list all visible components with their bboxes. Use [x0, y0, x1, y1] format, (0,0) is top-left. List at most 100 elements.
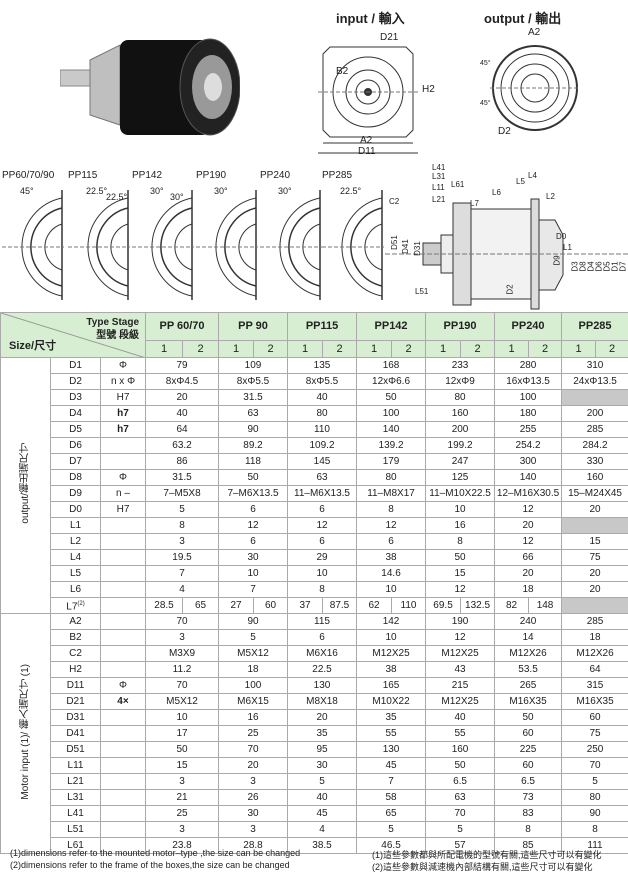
- dimension-label: L2: [546, 192, 555, 201]
- value-cell: 135: [288, 358, 357, 374]
- value-cell: 5: [219, 630, 288, 646]
- flange-angle-label: 22.5°: [86, 186, 107, 196]
- stage-header: 2: [183, 341, 219, 358]
- value-cell: M12X26: [562, 646, 628, 662]
- dimension-label: D41: [401, 239, 410, 254]
- stage-header: 2: [529, 341, 562, 358]
- dimension-label: L4: [528, 171, 537, 180]
- value-cell: 37: [288, 598, 323, 614]
- value-cell: 3: [146, 822, 219, 838]
- flange-angle-label: 30°: [170, 192, 184, 202]
- param-cell: L21: [51, 774, 101, 790]
- value-cell: 254.2: [495, 438, 562, 454]
- value-cell: 66: [495, 550, 562, 566]
- value-cell: 75: [562, 726, 628, 742]
- value-cell: 18: [562, 630, 628, 646]
- param-cell: D31: [51, 710, 101, 726]
- unit-cell: [101, 454, 146, 470]
- value-cell: 8: [357, 502, 426, 518]
- value-cell: 40: [288, 390, 357, 406]
- unit-cell: [101, 790, 146, 806]
- value-cell: 38: [357, 662, 426, 678]
- value-cell: 109: [219, 358, 288, 374]
- value-cell: 24xΦ13.5: [562, 374, 628, 390]
- dimension-label: D7: [619, 261, 628, 271]
- param-cell: D2: [51, 374, 101, 390]
- value-cell: 10: [146, 710, 219, 726]
- value-cell: 70: [146, 614, 219, 630]
- stage-header: 2: [392, 341, 426, 358]
- unit-cell: [101, 598, 146, 614]
- value-cell: 45: [288, 806, 357, 822]
- value-cell: 130: [357, 742, 426, 758]
- value-cell: 90: [219, 614, 288, 630]
- stage-header: 1: [219, 341, 254, 358]
- output-flange-drawing: [490, 40, 580, 135]
- value-cell: 53.5: [495, 662, 562, 678]
- value-cell: 63: [426, 790, 495, 806]
- value-cell: 110: [392, 598, 426, 614]
- unit-cell: [101, 662, 146, 678]
- value-cell: 199.2: [426, 438, 495, 454]
- param-cell: C2: [51, 646, 101, 662]
- value-cell: 250: [562, 742, 628, 758]
- flange-angle-label: 30°: [150, 186, 164, 196]
- value-cell: 60: [254, 598, 288, 614]
- param-cell: B2: [51, 630, 101, 646]
- param-cell: L2: [51, 534, 101, 550]
- value-cell: 70: [219, 742, 288, 758]
- value-cell: 17: [146, 726, 219, 742]
- param-cell: D3: [51, 390, 101, 406]
- dimension-label: L21: [432, 195, 445, 204]
- flange-angle-label: 30°: [278, 186, 292, 196]
- value-cell: 160: [426, 742, 495, 758]
- label-output-d2: D2: [498, 126, 511, 137]
- unit-cell: Φ: [101, 678, 146, 694]
- value-cell: 4: [146, 582, 219, 598]
- unit-cell: [101, 582, 146, 598]
- value-cell: 60: [495, 758, 562, 774]
- value-cell: 6: [219, 502, 288, 518]
- label-d21: D21: [380, 32, 398, 43]
- value-cell: 6: [288, 534, 357, 550]
- value-cell: M12X25: [426, 646, 495, 662]
- value-cell: 80: [562, 790, 628, 806]
- value-cell: 115: [288, 614, 357, 630]
- param-cell: A2: [51, 614, 101, 630]
- dimension-label: L31: [432, 172, 445, 181]
- param-cell: L5: [51, 566, 101, 582]
- unit-cell: [101, 534, 146, 550]
- value-cell: M16X35: [495, 694, 562, 710]
- flange-angle-label: 30°: [214, 186, 228, 196]
- value-cell: 10: [357, 630, 426, 646]
- value-cell: 110: [288, 422, 357, 438]
- unit-cell: [101, 710, 146, 726]
- na-cell: [562, 390, 628, 406]
- unit-cell: [101, 758, 146, 774]
- value-cell: 40: [426, 710, 495, 726]
- value-cell: 6.5: [426, 774, 495, 790]
- value-cell: 79: [146, 358, 219, 374]
- value-cell: 18: [495, 582, 562, 598]
- model-header: PP 90: [219, 313, 288, 341]
- value-cell: 16xΦ13.5: [495, 374, 562, 390]
- dimension-label: L6: [492, 188, 501, 197]
- unit-cell: [101, 614, 146, 630]
- dimension-label: D31: [413, 241, 422, 256]
- value-cell: 265: [495, 678, 562, 694]
- dimension-label: D9: [553, 255, 562, 265]
- param-cell: D7: [51, 454, 101, 470]
- dimension-label: L1: [563, 243, 572, 252]
- value-cell: 280: [495, 358, 562, 374]
- value-cell: 83: [495, 806, 562, 822]
- footnote-cn-2: (2)這些參數與減速機內部結構有關,這些尺寸可以有變化: [372, 860, 593, 873]
- value-cell: 5: [146, 502, 219, 518]
- label-angle-45a: 45°: [480, 60, 491, 67]
- value-cell: 233: [426, 358, 495, 374]
